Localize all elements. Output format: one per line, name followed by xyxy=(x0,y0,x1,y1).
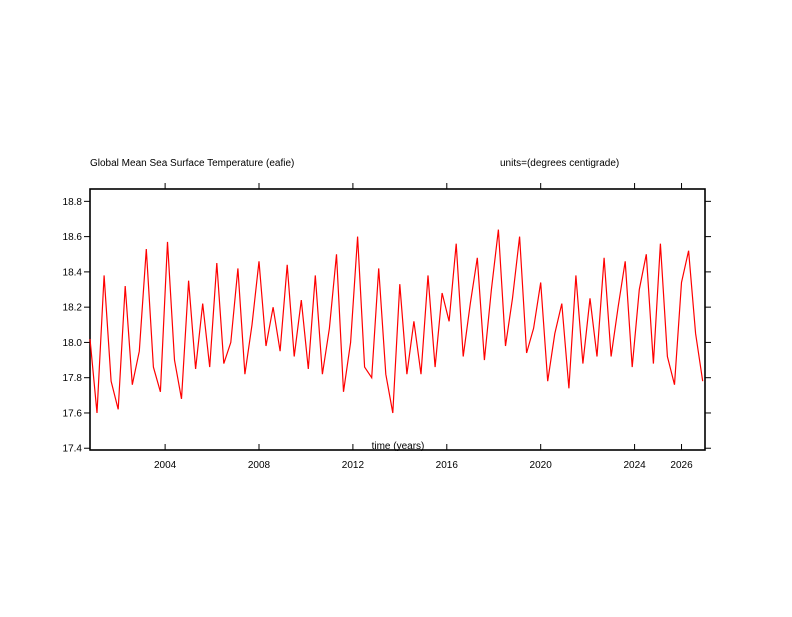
y-tick-label: 17.8 xyxy=(63,373,83,384)
series-line xyxy=(89,229,704,414)
x-tick-label: 2008 xyxy=(248,460,271,471)
x-axis-label: time (years) xyxy=(372,441,425,452)
chart-title: Global Mean Sea Surface Temperature (eaf… xyxy=(90,158,295,169)
x-axis-ticks: 2004 2008 2012 2016 2020 2024 2026 xyxy=(154,183,693,471)
y-tick-label: 18.4 xyxy=(63,267,83,278)
x-tick-label: 2016 xyxy=(436,460,459,471)
y-tick-label: 18.0 xyxy=(63,338,83,349)
plot-frame xyxy=(89,188,706,451)
x-tick-label: 2026 xyxy=(670,460,693,471)
y-axis-ticks: 17.4 17.6 17.8 18.0 18.2 18.4 18.6 18.8 xyxy=(63,197,711,455)
x-tick-label: 2024 xyxy=(623,460,646,471)
y-tick-label: 18.2 xyxy=(63,303,83,314)
y-tick-label: 18.8 xyxy=(63,197,83,208)
x-tick-label: 2012 xyxy=(342,460,365,471)
y-tick-label: 17.6 xyxy=(63,408,83,419)
units-label: units=(degrees centigrade) xyxy=(500,158,620,169)
y-tick-label: 17.4 xyxy=(63,444,83,455)
y-tick-label: 18.6 xyxy=(63,232,83,243)
x-tick-label: 2020 xyxy=(530,460,553,471)
x-tick-label: 2004 xyxy=(154,460,177,471)
